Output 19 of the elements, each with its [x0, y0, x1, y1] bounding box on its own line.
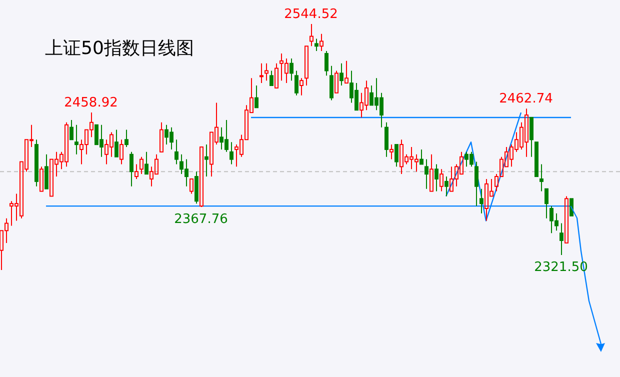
- candlestick: [74, 124, 78, 155]
- candlestick: [340, 62, 344, 86]
- candlestick: [204, 144, 208, 178]
- candlestick: [444, 176, 448, 197]
- candlestick: [384, 122, 388, 158]
- annotation: 2458.92: [64, 96, 118, 111]
- candlestick: [434, 164, 438, 192]
- candlestick: [34, 139, 38, 187]
- annotation: 2544.52: [284, 7, 338, 22]
- text: 上证50指数日线图: [45, 38, 194, 59]
- candlestick: [540, 164, 544, 192]
- candlestick: [310, 24, 314, 47]
- candlestick: [440, 168, 444, 192]
- candlestick: [290, 58, 294, 82]
- candlestick: [480, 188, 484, 214]
- candlestick: [390, 144, 394, 160]
- annotation: 2462.74: [499, 92, 553, 107]
- candlestick: [560, 222, 564, 256]
- annotation: 2367.76: [174, 212, 228, 228]
